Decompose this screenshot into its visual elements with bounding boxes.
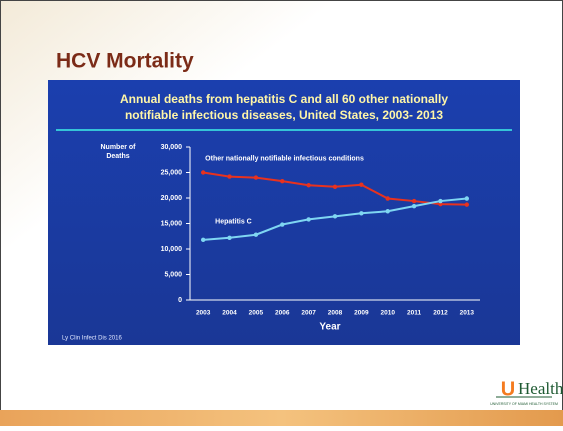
data-point — [306, 183, 310, 187]
x-tick-label: 2011 — [407, 310, 421, 317]
x-tick-label: 2005 — [249, 310, 264, 317]
data-point — [465, 202, 469, 206]
y-tick-label: 20,000 — [161, 195, 183, 202]
y-tick-label: 10,000 — [161, 246, 183, 253]
y-tick-label: 5,000 — [164, 271, 182, 278]
data-point — [412, 204, 416, 208]
x-tick-label: 2004 — [222, 310, 237, 317]
y-tick-label: 30,000 — [161, 144, 183, 151]
data-point — [333, 214, 337, 218]
data-point — [438, 199, 442, 203]
x-tick-label: 2009 — [354, 310, 369, 317]
data-point — [386, 196, 390, 200]
logo-text: Health — [518, 379, 563, 398]
data-point — [465, 196, 469, 200]
data-point — [227, 174, 231, 178]
data-point — [280, 179, 284, 183]
chart-title: Annual deaths from hepatitis C and all 6… — [120, 92, 448, 106]
y-tick-label: 0 — [178, 297, 182, 304]
data-point — [227, 236, 231, 240]
x-tick-label: 2006 — [275, 310, 290, 317]
logo-subtitle: UNIVERSITY OF MIAMI HEALTH SYSTEM — [490, 402, 558, 406]
footer-bar — [0, 410, 563, 426]
x-tick-label: 2007 — [301, 310, 316, 317]
data-point — [359, 211, 363, 215]
source: Ly Clin Infect Dis 2016 — [62, 336, 122, 342]
y-tick-label: 15,000 — [161, 220, 183, 227]
y-tick-label: 25,000 — [161, 169, 183, 176]
slide-title: HCV Mortality — [56, 50, 194, 73]
x-tick-label: 2003 — [196, 310, 211, 317]
y-axis-label: Number of — [101, 144, 137, 151]
data-point — [201, 170, 205, 174]
slide: HCV Mortality Annual deaths from hepatit… — [0, 0, 563, 426]
data-point — [333, 185, 337, 189]
data-point — [359, 183, 363, 187]
x-tick-label: 2008 — [328, 310, 343, 317]
data-point — [412, 199, 416, 203]
data-point — [254, 233, 258, 237]
x-tick-label: 2010 — [380, 310, 395, 317]
x-tick-label: 2012 — [433, 310, 448, 317]
data-point — [386, 209, 390, 213]
chart-title: notifiable infectious diseases, United S… — [125, 108, 443, 122]
series-label: Other nationally notifiable infectious c… — [205, 155, 364, 162]
x-tick-label: 2013 — [460, 310, 475, 317]
data-point — [254, 175, 258, 179]
y-axis-label: Deaths — [106, 153, 129, 160]
data-point — [306, 217, 310, 221]
x-axis-label: Year — [319, 322, 340, 333]
data-point — [201, 238, 205, 242]
series-label: Hepatitis C — [215, 219, 252, 226]
data-point — [280, 222, 284, 226]
